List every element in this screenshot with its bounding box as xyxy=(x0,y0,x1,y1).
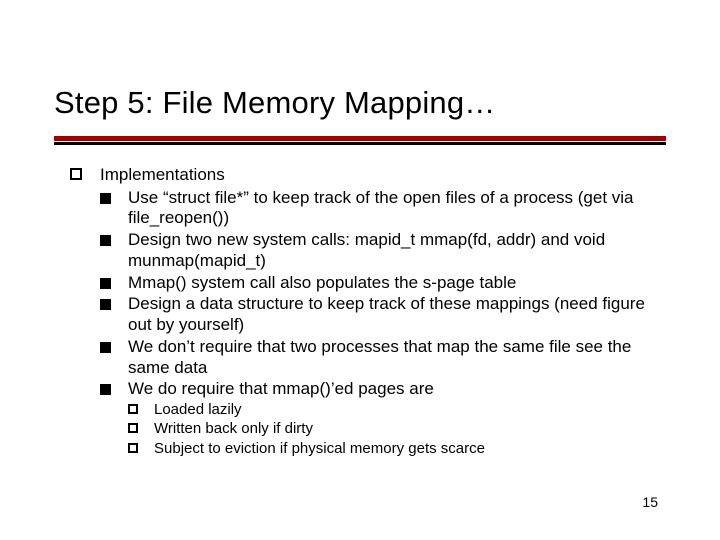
slide-body: Implementations Use “struct file*” to ke… xyxy=(70,165,670,459)
filled-square-icon xyxy=(100,299,111,310)
title-underline xyxy=(54,136,666,145)
level3-group: Loaded lazily Written back only if dirty… xyxy=(128,401,670,458)
bullet-level1: Implementations xyxy=(70,165,670,186)
bullet-level2-text: Design two new system calls: mapid_t mma… xyxy=(128,230,605,270)
bullet-level3-text: Loaded lazily xyxy=(154,401,242,418)
hollow-square-icon xyxy=(70,168,82,180)
bullet-level2-text: We do require that mmap()’ed pages are xyxy=(128,379,434,398)
filled-square-icon xyxy=(100,342,111,353)
slide: Step 5: File Memory Mapping… Implementat… xyxy=(0,0,720,540)
filled-square-icon xyxy=(100,235,111,246)
bullet-level2: Use “struct file*” to keep track of the … xyxy=(100,188,670,229)
bullet-level1-text: Implementations xyxy=(100,165,225,184)
bullet-level2: Mmap() system call also populates the s-… xyxy=(100,273,670,294)
slide-title: Step 5: File Memory Mapping… xyxy=(54,85,496,121)
bullet-level2: We do require that mmap()’ed pages are xyxy=(100,379,670,400)
bullet-level2: Design a data structure to keep track of… xyxy=(100,294,670,335)
bullet-level3-text: Written back only if dirty xyxy=(154,420,313,437)
bullet-level2: Design two new system calls: mapid_t mma… xyxy=(100,230,670,271)
hollow-square-icon xyxy=(128,404,138,414)
page-number: 15 xyxy=(642,494,658,510)
level2-group: Use “struct file*” to keep track of the … xyxy=(100,188,670,458)
hollow-square-icon xyxy=(128,423,138,433)
bullet-level3: Loaded lazily xyxy=(128,401,670,419)
bullet-level3: Subject to eviction if physical memory g… xyxy=(128,440,670,458)
bullet-level2-text: We don’t require that two processes that… xyxy=(128,337,631,377)
filled-square-icon xyxy=(100,193,111,204)
filled-square-icon xyxy=(100,384,111,395)
bullet-level2-text: Use “struct file*” to keep track of the … xyxy=(128,188,634,228)
bullet-level3: Written back only if dirty xyxy=(128,420,670,438)
bullet-level2-text: Design a data structure to keep track of… xyxy=(128,294,645,334)
bullet-level2: We don’t require that two processes that… xyxy=(100,337,670,378)
rule-red xyxy=(54,136,666,141)
filled-square-icon xyxy=(100,278,111,289)
bullet-level3-text: Subject to eviction if physical memory g… xyxy=(154,440,485,457)
hollow-square-icon xyxy=(128,443,138,453)
rule-black xyxy=(54,142,666,145)
bullet-level2-text: Mmap() system call also populates the s-… xyxy=(128,273,516,292)
